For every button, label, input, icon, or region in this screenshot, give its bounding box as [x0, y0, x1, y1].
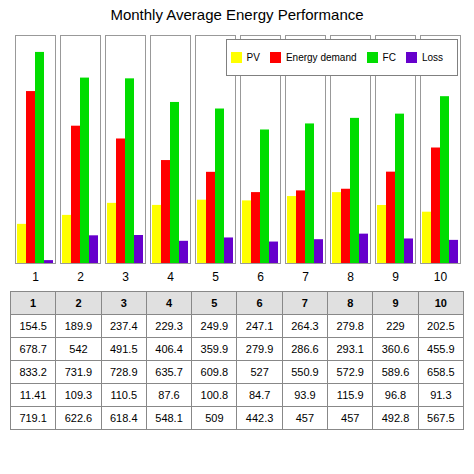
- html-text:572.9: 572.9: [336, 366, 364, 378]
- html-text:491.5: 491.5: [110, 343, 138, 355]
- html-text:PV: PV: [246, 52, 260, 63]
- html-text:359.9: 359.9: [200, 343, 229, 355]
- html-text:229.3: 229.3: [155, 320, 183, 332]
- html-text:100.8: 100.8: [200, 389, 229, 401]
- svg-text:6: 6: [257, 270, 264, 284]
- html-text:279.8: 279.8: [336, 320, 364, 332]
- html-text:110.5: 110.5: [110, 389, 138, 401]
- html-text:1: 1: [30, 297, 37, 309]
- html-text:589.6: 589.6: [381, 366, 410, 378]
- html-text:9: 9: [392, 297, 399, 309]
- html-text:247.1: 247.1: [245, 320, 274, 332]
- html-text:8: 8: [347, 297, 354, 309]
- html-text:202.5: 202.5: [427, 320, 455, 332]
- html-text:96.8: 96.8: [384, 389, 407, 401]
- html-text:4: 4: [166, 297, 173, 309]
- svg-text:3: 3: [122, 270, 129, 284]
- html-text:455.9: 455.9: [427, 343, 455, 355]
- html-text:Loss: Loss: [421, 52, 443, 63]
- svg-text:1: 1: [32, 270, 39, 284]
- html-text:87.6: 87.6: [158, 389, 180, 401]
- html-text:728.9: 728.9: [110, 366, 138, 378]
- html-text:2: 2: [75, 297, 82, 309]
- html-text:229: 229: [386, 320, 405, 332]
- html-text:293.1: 293.1: [336, 343, 364, 355]
- svg-text:10: 10: [434, 270, 448, 284]
- html-text:91.3: 91.3: [430, 389, 452, 401]
- html-text:FC: FC: [382, 52, 396, 63]
- svg-text:9: 9: [392, 270, 399, 284]
- html-text:442.3: 442.3: [245, 412, 274, 424]
- html-text:7: 7: [301, 297, 308, 309]
- html-text:542: 542: [69, 343, 88, 355]
- html-text:360.6: 360.6: [381, 343, 410, 355]
- html-text:264.3: 264.3: [291, 320, 319, 332]
- html-text:567.5: 567.5: [427, 412, 455, 424]
- html-text:457: 457: [341, 412, 360, 424]
- html-text:237.4: 237.4: [110, 320, 138, 332]
- html-text:Energy demand: Energy demand: [285, 52, 357, 63]
- html-text:406.4: 406.4: [155, 343, 183, 355]
- html-text:11.41: 11.41: [19, 389, 47, 401]
- html-text:609.8: 609.8: [200, 366, 229, 378]
- html-text:93.9: 93.9: [294, 389, 316, 401]
- svg-text:8: 8: [347, 270, 354, 284]
- html-text:618.4: 618.4: [110, 412, 138, 424]
- html-text:527: 527: [250, 366, 269, 378]
- svg-text:5: 5: [212, 270, 219, 284]
- html-text:719.1: 719.1: [19, 412, 47, 424]
- html-text:509: 509: [205, 412, 224, 424]
- html-text:5: 5: [211, 297, 218, 309]
- svg-text:4: 4: [167, 270, 174, 284]
- svg-text:2: 2: [77, 270, 84, 284]
- html-text:Monthly Average Energy Perform: Monthly Average Energy Performance: [110, 6, 364, 23]
- html-text:84.7: 84.7: [248, 389, 271, 401]
- html-text:109.3: 109.3: [64, 389, 93, 401]
- html-text:10: 10: [434, 297, 447, 309]
- html-text:115.9: 115.9: [336, 389, 364, 401]
- html-text:286.6: 286.6: [291, 343, 319, 355]
- html-text:279.9: 279.9: [245, 343, 274, 355]
- html-text:6: 6: [256, 297, 263, 309]
- svg-text:7: 7: [302, 270, 309, 284]
- html-text:622.6: 622.6: [64, 412, 93, 424]
- html-text:550.9: 550.9: [291, 366, 319, 378]
- html-text:492.8: 492.8: [381, 412, 410, 424]
- html-text:457: 457: [295, 412, 315, 424]
- html-text:658.5: 658.5: [427, 366, 455, 378]
- html-text:249.9: 249.9: [200, 320, 229, 332]
- html-text:635.7: 635.7: [155, 366, 183, 378]
- html-text:548.1: 548.1: [155, 412, 183, 424]
- html-text:678.7: 678.7: [19, 343, 47, 355]
- html-text:154.5: 154.5: [19, 320, 47, 332]
- html-text:3: 3: [120, 297, 127, 309]
- html-text:833.2: 833.2: [19, 366, 47, 378]
- html-text:189.9: 189.9: [64, 320, 93, 332]
- html-text:731.9: 731.9: [64, 366, 93, 378]
